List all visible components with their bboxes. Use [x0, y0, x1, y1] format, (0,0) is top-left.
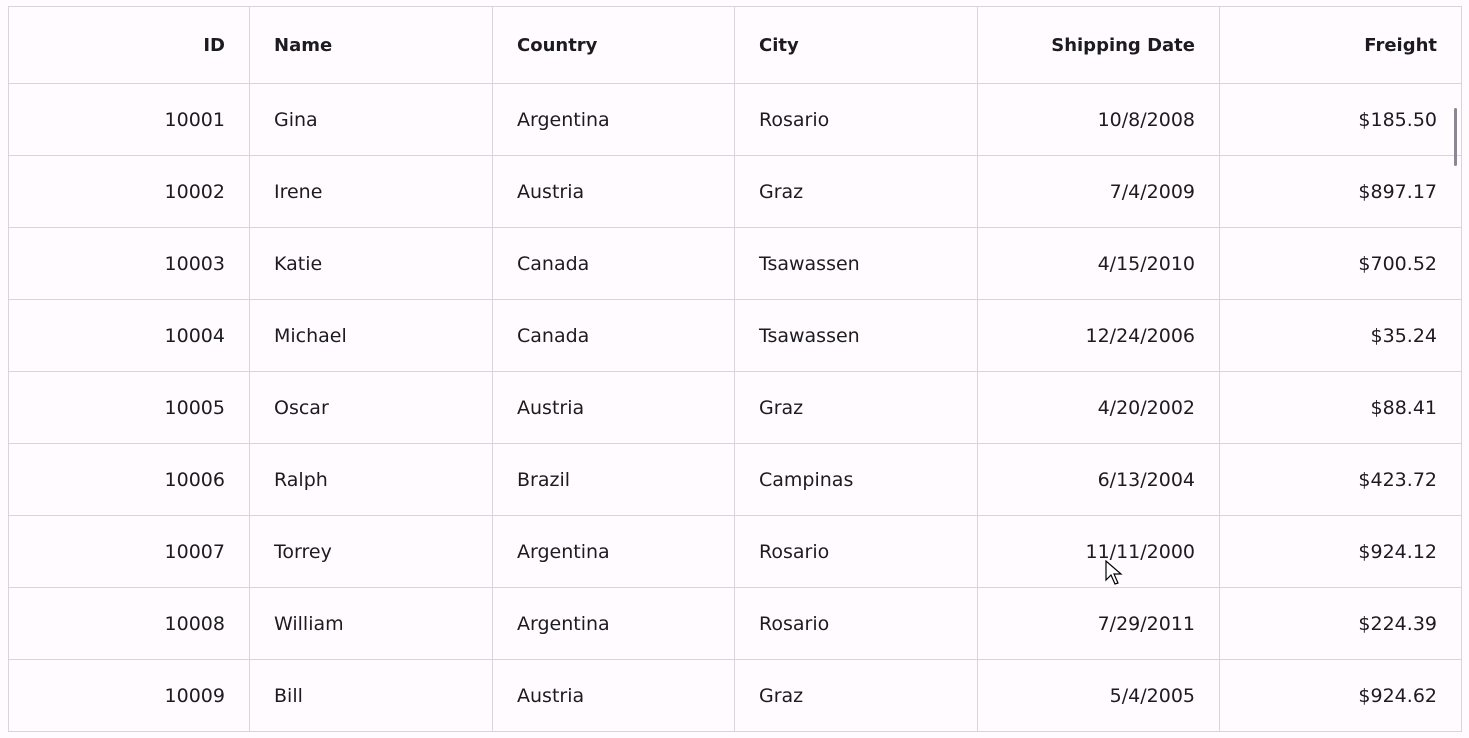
cell-id[interactable]: 10003: [9, 228, 250, 299]
table-row[interactable]: 10002 Irene Austria Graz 7/4/2009 $897.17: [9, 156, 1462, 228]
cell-id[interactable]: 10006: [9, 444, 250, 515]
cell-city[interactable]: Rosario: [735, 84, 978, 155]
table-row[interactable]: 10009 Bill Austria Graz 5/4/2005 $924.62: [9, 660, 1462, 732]
mouse-cursor-icon: [1105, 560, 1123, 585]
cell-id[interactable]: 10001: [9, 84, 250, 155]
cell-freight[interactable]: $88.41: [1220, 372, 1462, 443]
cell-city[interactable]: Campinas: [735, 444, 978, 515]
cell-freight[interactable]: $897.17: [1220, 156, 1462, 227]
cell-name[interactable]: William: [250, 588, 493, 659]
cell-shipping-date[interactable]: 4/15/2010: [978, 228, 1220, 299]
cell-freight[interactable]: $35.24: [1220, 300, 1462, 371]
cell-freight[interactable]: $924.12: [1220, 516, 1462, 587]
cell-shipping-date[interactable]: 10/8/2008: [978, 84, 1220, 155]
cell-id[interactable]: 10004: [9, 300, 250, 371]
cell-id[interactable]: 10002: [9, 156, 250, 227]
cell-shipping-date[interactable]: 5/4/2005: [978, 660, 1220, 731]
cell-city[interactable]: Rosario: [735, 516, 978, 587]
cell-country[interactable]: Argentina: [493, 516, 735, 587]
cell-shipping-date[interactable]: 11/11/2000: [978, 516, 1220, 587]
cell-shipping-date[interactable]: 4/20/2002: [978, 372, 1220, 443]
table-row[interactable]: 10004 Michael Canada Tsawassen 12/24/2006 $35…: [9, 300, 1462, 372]
data-grid: ID Name Country City Shipping Date Freight 10…: [8, 6, 1462, 732]
cell-country[interactable]: Canada: [493, 228, 735, 299]
cell-name[interactable]: Gina: [250, 84, 493, 155]
cell-city[interactable]: Graz: [735, 660, 978, 731]
cell-shipping-date[interactable]: 12/24/2006: [978, 300, 1220, 371]
header-row: ID Name Country City Shipping Date Freight: [9, 7, 1462, 84]
cell-name[interactable]: Michael: [250, 300, 493, 371]
cell-name[interactable]: Oscar: [250, 372, 493, 443]
cell-city[interactable]: Tsawassen: [735, 300, 978, 371]
cell-city[interactable]: Graz: [735, 372, 978, 443]
column-header-shipping-date[interactable]: Shipping Date: [978, 7, 1220, 83]
table-row[interactable]: 10003 Katie Canada Tsawassen 4/15/2010 $700.5…: [9, 228, 1462, 300]
cell-country[interactable]: Argentina: [493, 588, 735, 659]
cell-country[interactable]: Austria: [493, 372, 735, 443]
cell-country[interactable]: Argentina: [493, 84, 735, 155]
cell-id[interactable]: 10008: [9, 588, 250, 659]
column-header-country[interactable]: Country: [493, 7, 735, 83]
cell-country[interactable]: Austria: [493, 156, 735, 227]
table-row[interactable]: 10008 William Argentina Rosario 7/29/2011 $22…: [9, 588, 1462, 660]
cell-country[interactable]: Austria: [493, 660, 735, 731]
cell-id[interactable]: 10009: [9, 660, 250, 731]
cell-freight[interactable]: $224.39: [1220, 588, 1462, 659]
cell-id[interactable]: 10005: [9, 372, 250, 443]
cell-city[interactable]: Tsawassen: [735, 228, 978, 299]
cell-freight[interactable]: $185.50: [1220, 84, 1462, 155]
cell-city[interactable]: Graz: [735, 156, 978, 227]
cell-name[interactable]: Ralph: [250, 444, 493, 515]
cell-city[interactable]: Rosario: [735, 588, 978, 659]
cell-country[interactable]: Canada: [493, 300, 735, 371]
cell-freight[interactable]: $700.52: [1220, 228, 1462, 299]
cell-country[interactable]: Brazil: [493, 444, 735, 515]
column-header-name[interactable]: Name: [250, 7, 493, 83]
column-header-city[interactable]: City: [735, 7, 978, 83]
cell-name[interactable]: Katie: [250, 228, 493, 299]
column-header-id[interactable]: ID: [9, 7, 250, 83]
cell-freight[interactable]: $924.62: [1220, 660, 1462, 731]
table-row[interactable]: 10001 Gina Argentina Rosario 10/8/2008 $185.5…: [9, 84, 1462, 156]
cell-freight[interactable]: $423.72: [1220, 444, 1462, 515]
cell-shipping-date[interactable]: 7/4/2009: [978, 156, 1220, 227]
vertical-scrollbar[interactable]: [1454, 108, 1457, 166]
table-row[interactable]: 10007 Torrey Argentina Rosario 11/11/2000 $92…: [9, 516, 1462, 588]
cell-name[interactable]: Irene: [250, 156, 493, 227]
column-header-freight[interactable]: Freight: [1220, 7, 1462, 83]
cell-id[interactable]: 10007: [9, 516, 250, 587]
cell-shipping-date[interactable]: 7/29/2011: [978, 588, 1220, 659]
cell-name[interactable]: Torrey: [250, 516, 493, 587]
cell-name[interactable]: Bill: [250, 660, 493, 731]
table-row[interactable]: 10006 Ralph Brazil Campinas 6/13/2004 $423.72: [9, 444, 1462, 516]
table-row[interactable]: 10005 Oscar Austria Graz 4/20/2002 $88.41: [9, 372, 1462, 444]
cell-shipping-date[interactable]: 6/13/2004: [978, 444, 1220, 515]
